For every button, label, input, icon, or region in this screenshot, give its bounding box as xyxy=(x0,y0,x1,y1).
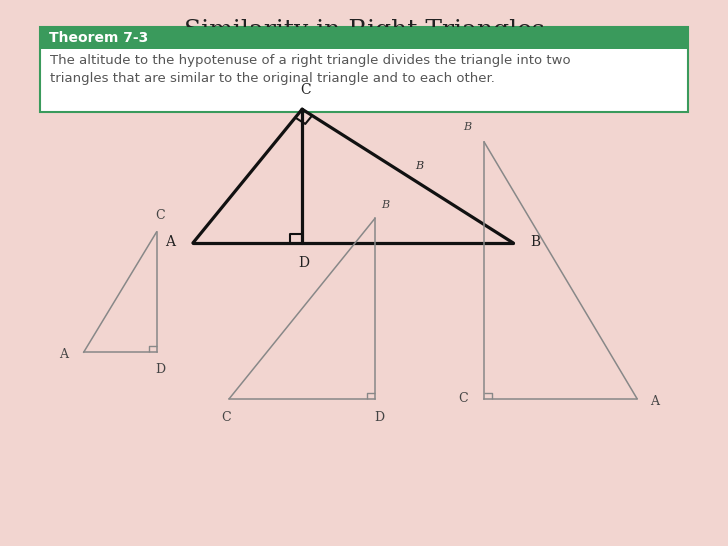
Text: D: D xyxy=(155,363,165,376)
Text: B: B xyxy=(463,122,471,132)
Text: A: A xyxy=(650,395,659,408)
FancyBboxPatch shape xyxy=(40,27,688,49)
Text: B: B xyxy=(415,161,423,170)
Text: A: A xyxy=(59,348,68,361)
FancyBboxPatch shape xyxy=(40,27,688,112)
Text: D: D xyxy=(374,411,384,424)
Text: C: C xyxy=(301,83,311,97)
Text: Similarity in Right Triangles: Similarity in Right Triangles xyxy=(183,19,545,42)
Text: C: C xyxy=(155,209,165,222)
Text: B: B xyxy=(531,235,541,249)
Text: D: D xyxy=(298,256,309,270)
Text: B: B xyxy=(381,200,389,210)
Text: C: C xyxy=(459,392,468,405)
Text: Theorem 7-3: Theorem 7-3 xyxy=(49,31,148,45)
Text: C: C xyxy=(221,411,231,424)
Text: The altitude to the hypotenuse of a right triangle divides the triangle into two: The altitude to the hypotenuse of a righ… xyxy=(50,54,571,85)
Text: A: A xyxy=(165,235,175,249)
